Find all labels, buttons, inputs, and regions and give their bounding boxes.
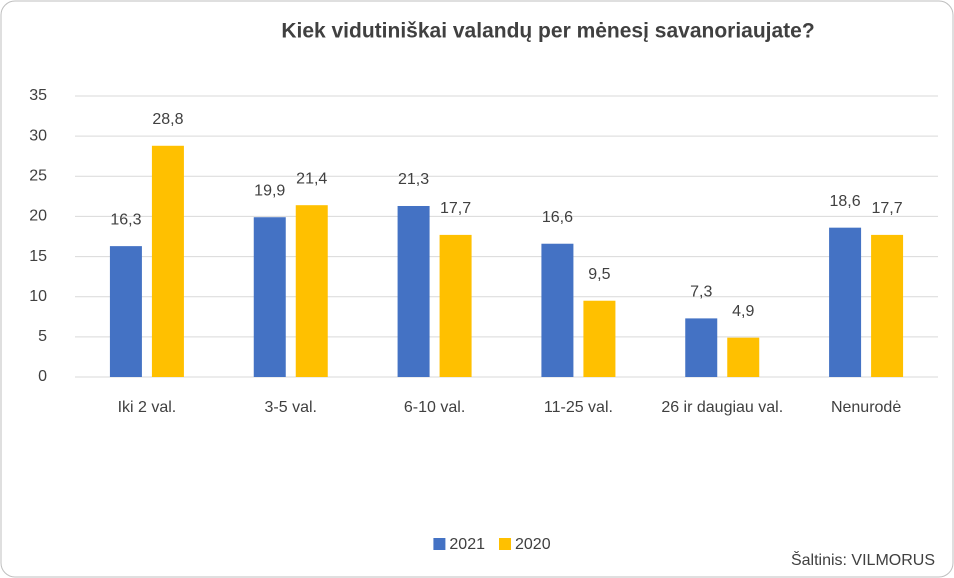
y-tick-label: 30	[29, 127, 47, 144]
x-tick-label: 3-5 val.	[265, 399, 317, 416]
y-tick-label: 20	[29, 208, 47, 225]
bar	[109, 246, 142, 377]
bar	[253, 217, 286, 377]
bar	[541, 243, 574, 377]
bar	[727, 337, 760, 377]
y-tick-label: 10	[29, 288, 47, 305]
y-tick-label: 25	[29, 168, 47, 185]
y-tick-label: 15	[29, 248, 47, 265]
data-label: 4,9	[732, 303, 754, 320]
bar	[583, 300, 616, 377]
bar	[295, 205, 328, 377]
x-tick-label: 6-10 val.	[404, 399, 465, 416]
bar	[151, 145, 184, 377]
bar	[685, 318, 718, 377]
legend-swatch	[433, 538, 446, 550]
x-tick-label: 26 ir daugiau val.	[661, 399, 783, 416]
bar	[397, 205, 430, 377]
legend-swatch	[499, 538, 511, 550]
data-label: 16,6	[542, 209, 573, 226]
bar	[439, 234, 472, 377]
data-label: 17,7	[872, 200, 903, 217]
data-label: 17,7	[440, 200, 471, 217]
y-tick-label: 35	[29, 87, 47, 104]
bar	[871, 234, 904, 377]
data-label: 21,4	[296, 170, 327, 187]
x-tick-label: 11-25 val.	[544, 399, 613, 416]
y-tick-label: 5	[38, 328, 47, 345]
data-label: 18,6	[830, 193, 861, 210]
source: Šaltinis: VILMORUS	[791, 550, 935, 569]
y-tick-label: 0	[38, 368, 47, 385]
data-label: 21,3	[398, 171, 429, 188]
x-tick-label: Iki 2 val.	[118, 399, 177, 416]
data-label: 7,3	[690, 284, 712, 301]
x-tick-label: Nenurodė	[831, 399, 901, 416]
data-label: 19,9	[254, 182, 285, 199]
data-label: 9,5	[588, 266, 610, 283]
chart-title: Kiek vidutiniškai valandų per mėnesį sav…	[281, 20, 814, 43]
legend-label: 2020	[515, 536, 551, 553]
data-label: 28,8	[152, 111, 183, 128]
bar	[829, 227, 862, 377]
legend-label: 2021	[449, 536, 485, 553]
data-label: 16,3	[110, 211, 141, 228]
